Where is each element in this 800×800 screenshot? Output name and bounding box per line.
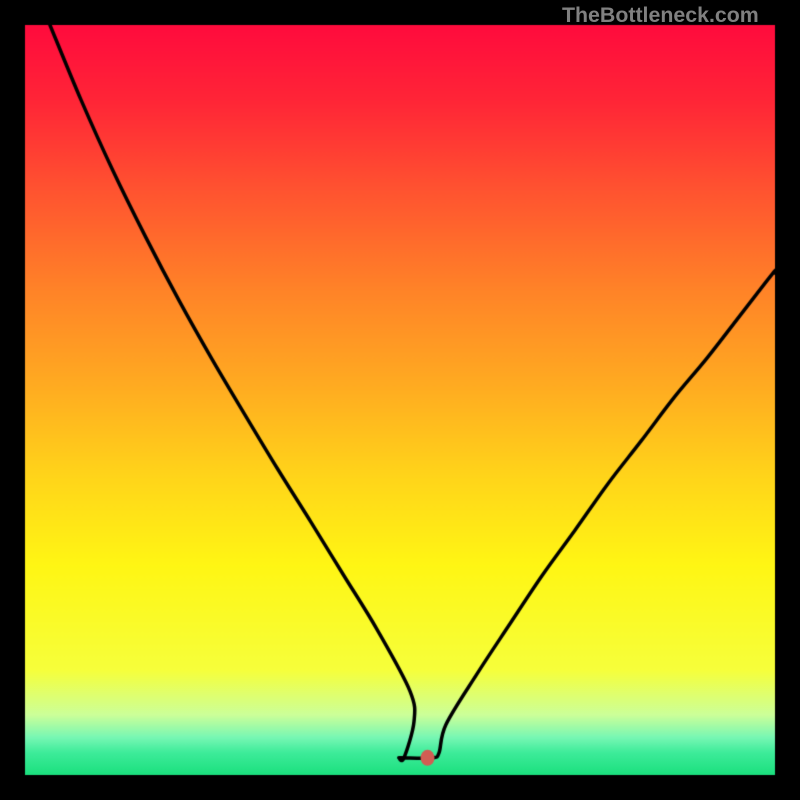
bottleneck-chart — [0, 0, 800, 800]
